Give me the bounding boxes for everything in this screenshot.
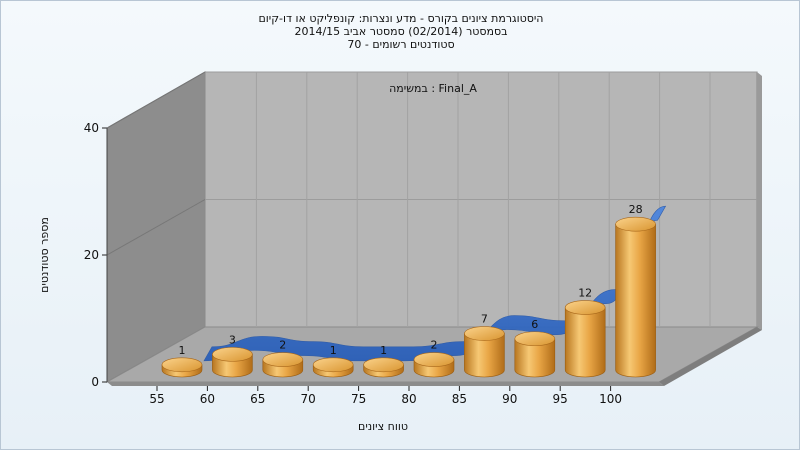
x-tick-label: 80 [401,392,416,406]
data-label: 6 [531,318,538,331]
bar-top [413,352,455,367]
bar-top [363,357,404,373]
bar [262,352,304,378]
data-label: 12 [578,287,592,300]
bar [464,326,505,378]
data-label: 1 [380,344,387,357]
bar [514,331,556,378]
chart-back-wall-right-edge [757,72,762,330]
series-ribbon [203,205,667,362]
data-label: 1 [179,344,186,357]
bar-top [262,352,304,367]
chart-subtitle: בסמסטר (02/2014) סמסטר אביב 2014/15 [294,25,508,38]
grid-line [106,71,206,129]
x-tick-label: 90 [502,392,517,406]
bar-top [514,331,556,347]
bar-body [615,223,656,378]
x-tick-label: 55 [149,392,164,406]
grid-line [106,199,206,256]
x-tick-label: 75 [351,392,366,406]
y-tick-label: 0 [91,375,99,389]
bar [161,357,203,378]
y-tick-label: 20 [84,248,99,262]
x-tick-label: 100 [599,392,622,406]
bar [363,357,404,378]
chart-title: היסטוגרמת ציונים בקורס - מדע ונצרות: קונ… [258,12,544,25]
x-axis-ticks: 55 60 65 70 75 80 85 90 95 100 [149,386,622,406]
x-tick-label: 65 [250,392,265,406]
data-label: 2 [279,339,286,352]
x-tick-label: 85 [452,392,467,406]
bar [615,216,656,378]
bar [312,357,354,378]
bar-body [464,333,505,378]
chart-floor-edge [107,382,664,386]
x-axis-title: טווח ציונים [358,420,408,433]
bars [161,216,656,378]
bar-top [312,357,354,373]
bar [212,347,253,378]
chart-annotation: במשימה : Final_A [389,82,477,95]
y-tick-label: 40 [84,121,99,135]
bar-top [564,300,606,315]
bar [413,352,455,378]
data-label: 28 [629,203,643,216]
y-axis-title: מספר סטודנטים [38,217,51,293]
bar-top [212,347,253,362]
bar [564,300,606,378]
y-axis-ticks: 0 20 40 [84,121,108,389]
chart-subtitle-students: סטודנטים רשומים - 70 [347,38,455,51]
x-tick-label: 70 [301,392,316,406]
bar-top [615,216,656,232]
grid-lines [106,71,757,327]
data-label: 2 [431,339,438,352]
x-tick-label: 60 [200,392,215,406]
bar-body [564,307,606,378]
data-label: 7 [481,313,488,326]
bar-body [514,338,556,378]
x-tick-label: 95 [553,392,568,406]
bar-top [464,326,505,341]
bar-top [161,357,203,373]
data-label: 3 [229,333,236,346]
data-ribbon [203,205,667,362]
chart-floor-right-edge [659,327,762,386]
data-label: 1 [330,344,337,357]
